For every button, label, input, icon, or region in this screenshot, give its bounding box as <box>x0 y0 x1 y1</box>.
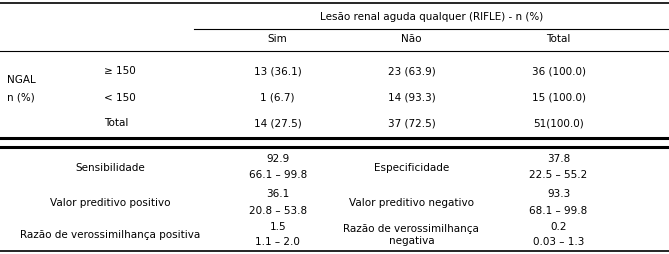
Text: 36 (100.0): 36 (100.0) <box>532 66 585 76</box>
Text: ≥ 150: ≥ 150 <box>104 66 135 76</box>
Text: Lesão renal aguda qualquer (RIFLE) - n (%): Lesão renal aguda qualquer (RIFLE) - n (… <box>320 11 543 22</box>
Text: 15 (100.0): 15 (100.0) <box>532 93 585 103</box>
Text: NGAL: NGAL <box>7 75 35 85</box>
Text: 23 (63.9): 23 (63.9) <box>387 66 436 76</box>
Text: 14 (93.3): 14 (93.3) <box>387 93 436 103</box>
Text: < 150: < 150 <box>104 93 135 103</box>
Text: 36.1: 36.1 <box>266 189 289 199</box>
Text: 92.9: 92.9 <box>266 154 289 164</box>
Text: 1 (6.7): 1 (6.7) <box>260 93 295 103</box>
Text: Valor preditivo negativo: Valor preditivo negativo <box>349 198 474 208</box>
Text: 1.1 – 2.0: 1.1 – 2.0 <box>255 237 300 247</box>
Text: 20.8 – 53.8: 20.8 – 53.8 <box>249 206 306 216</box>
Text: Valor preditivo positivo: Valor preditivo positivo <box>50 198 171 208</box>
Text: 14 (27.5): 14 (27.5) <box>254 118 302 128</box>
Text: Razão de verossimilhança positiva: Razão de verossimilhança positiva <box>20 230 201 240</box>
Text: 1.5: 1.5 <box>270 222 286 232</box>
Text: Total: Total <box>547 34 571 44</box>
Text: 37.8: 37.8 <box>547 154 570 164</box>
Text: 93.3: 93.3 <box>547 189 570 199</box>
Text: Total: Total <box>104 118 128 128</box>
Text: Razão de verossimilhança
negativa: Razão de verossimilhança negativa <box>343 224 480 246</box>
Text: 51(100.0): 51(100.0) <box>533 118 584 128</box>
Text: Não: Não <box>401 34 421 44</box>
Text: Sensibilidade: Sensibilidade <box>76 163 145 173</box>
Text: n (%): n (%) <box>7 93 34 103</box>
Text: Especificidade: Especificidade <box>374 163 449 173</box>
Text: 68.1 – 99.8: 68.1 – 99.8 <box>529 206 588 216</box>
Text: 0.2: 0.2 <box>551 222 567 232</box>
Text: 66.1 – 99.8: 66.1 – 99.8 <box>248 170 307 180</box>
Text: 0.03 – 1.3: 0.03 – 1.3 <box>533 237 584 247</box>
Text: 22.5 – 55.2: 22.5 – 55.2 <box>529 170 588 180</box>
Text: 13 (36.1): 13 (36.1) <box>254 66 302 76</box>
Text: 37 (72.5): 37 (72.5) <box>387 118 436 128</box>
Text: Sim: Sim <box>268 34 288 44</box>
